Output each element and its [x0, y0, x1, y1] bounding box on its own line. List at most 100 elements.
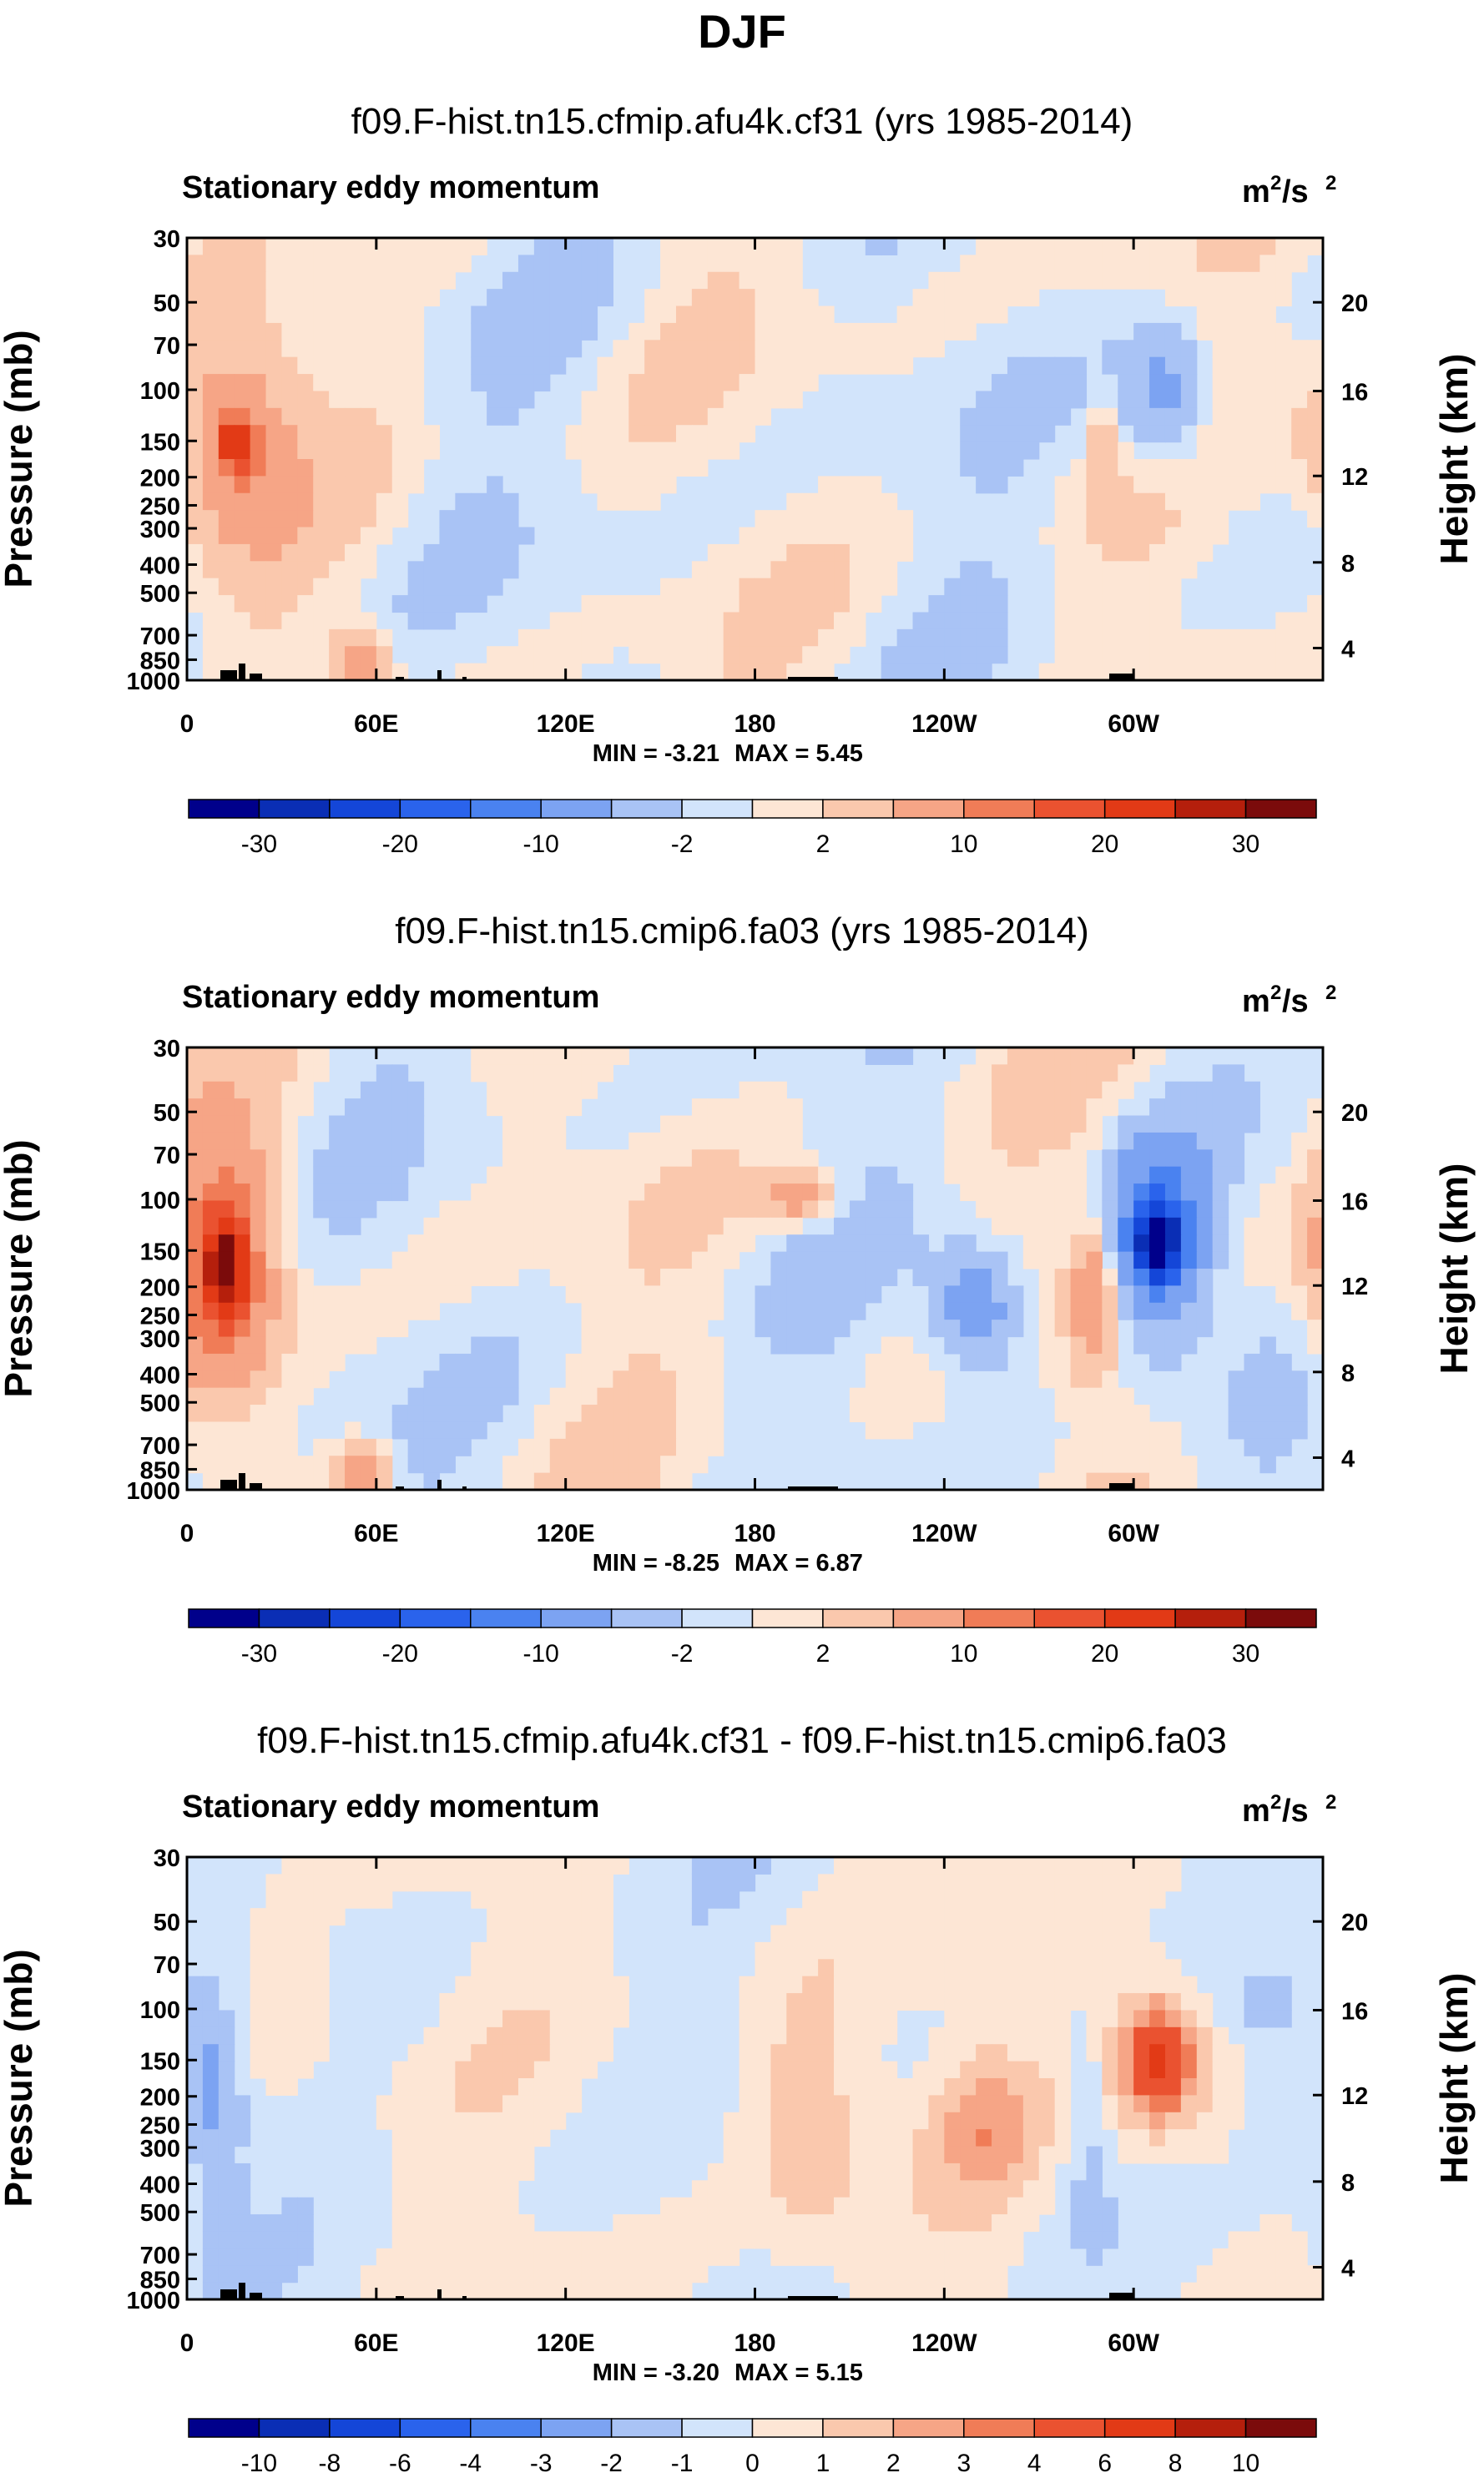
heatmap-cell: [234, 1166, 251, 1184]
heatmap-cell: [439, 1438, 456, 1456]
heatmap-cell: [565, 1200, 583, 1219]
heatmap-cell: [1102, 1183, 1118, 1202]
heatmap-cell: [992, 1064, 1008, 1083]
heatmap-cell: [265, 425, 283, 443]
heatmap-cell: [281, 442, 298, 460]
heatmap-cell: [250, 1234, 267, 1253]
heatmap-cell: [1228, 425, 1245, 443]
heatmap-cell: [1196, 2112, 1214, 2130]
heatmap-cell: [739, 1874, 756, 1892]
units-base: m: [1242, 174, 1270, 209]
heatmap-cell: [1070, 1251, 1088, 1269]
heatmap-cell: [912, 340, 930, 358]
heatmap-cell: [691, 1200, 709, 1219]
heatmap-cell: [865, 1941, 882, 1960]
heatmap-cell: [976, 1132, 992, 1150]
heatmap-cell: [345, 1336, 361, 1355]
heatmap-cell: [360, 1456, 377, 1474]
heatmap-cell: [187, 1456, 204, 1474]
heatmap-cell: [960, 407, 977, 426]
heatmap-cell: [691, 612, 709, 630]
heatmap-cell: [1212, 663, 1229, 680]
heatmap-cell: [786, 356, 803, 375]
heatmap-cell: [818, 1959, 835, 1977]
heatmap-cell: [297, 510, 314, 528]
heatmap-cell: [1164, 459, 1182, 477]
heatmap-cell: [1275, 1405, 1292, 1423]
heatmap-cell: [896, 510, 914, 528]
heatmap-cell: [581, 1925, 598, 1943]
heatmap-cell: [1070, 1336, 1088, 1355]
heatmap-cell: [723, 1132, 740, 1150]
heatmap-cell: [865, 1874, 882, 1892]
heatmap-cell: [755, 510, 772, 528]
heatmap-cell: [1164, 510, 1182, 528]
heatmap-cell: [802, 289, 819, 307]
heatmap-cell: [1070, 391, 1088, 409]
heatmap-cell: [376, 1438, 393, 1456]
heatmap-cell: [281, 1890, 298, 1909]
heatmap-cell: [644, 391, 661, 409]
heatmap-cell: [439, 2010, 456, 2028]
y-tick-label: 850: [140, 1457, 180, 1484]
heatmap-cell: [944, 1098, 961, 1117]
heatmap-cell: [849, 2146, 866, 2164]
heatmap-cell: [1118, 2095, 1134, 2113]
heatmap-cell: [202, 391, 220, 409]
heatmap-cell: [218, 271, 235, 290]
heatmap-cell: [739, 527, 756, 545]
heatmap-cell: [1196, 1993, 1214, 2011]
heatmap-cell: [597, 1353, 613, 1371]
heatmap-cell: [786, 1959, 803, 1977]
heatmap-cell: [644, 1166, 661, 1184]
heatmap-cell: [628, 1251, 645, 1269]
heatmap-cell: [1196, 238, 1214, 255]
heatmap-cell: [1180, 1183, 1198, 1202]
heatmap-cell: [265, 1251, 283, 1269]
heatmap-cell: [770, 1941, 787, 1960]
heatmap-cell: [976, 305, 992, 324]
heatmap-cell: [896, 1890, 914, 1909]
heatmap-cell: [455, 2112, 472, 2130]
heatmap-cell: [360, 374, 377, 392]
heatmap-cell: [250, 238, 267, 255]
heatmap-cell: [407, 1874, 425, 1892]
heatmap-cell: [834, 1993, 851, 2011]
heatmap-cell: [786, 663, 803, 680]
heatmap-cell: [660, 1472, 677, 1490]
heatmap-cell: [313, 527, 330, 545]
heatmap-cell: [581, 1472, 598, 1490]
heatmap-cell: [1228, 374, 1245, 392]
heatmap-cell: [1259, 1421, 1276, 1440]
heatmap-cell: [581, 1336, 598, 1355]
heatmap-cell: [597, 1925, 613, 1943]
heatmap-cell: [202, 543, 220, 562]
heatmap-cell: [865, 476, 882, 494]
right-axis-label: Height (km): [1432, 354, 1476, 565]
heatmap-cell: [1070, 2197, 1088, 2215]
heatmap-cell: [675, 1251, 693, 1269]
heatmap-cell: [1070, 1064, 1088, 1083]
heatmap-cell: [376, 2265, 393, 2284]
heatmap-cell: [218, 255, 235, 273]
heatmap-cell: [1196, 1320, 1214, 1338]
heatmap-cell: [739, 1976, 756, 1994]
heatmap-cell: [944, 1336, 961, 1355]
heatmap-cell: [423, 2095, 441, 2113]
colorbar-swatch: [188, 2418, 260, 2438]
colorbar-swatch: [963, 799, 1035, 819]
heatmap-cell: [439, 2129, 456, 2147]
heatmap-cell: [1180, 2112, 1198, 2130]
heatmap-cell: [391, 2282, 409, 2299]
heatmap-cell: [597, 1166, 613, 1184]
heatmap-cell: [849, 543, 866, 562]
heatmap-cell: [1086, 2010, 1103, 2028]
heatmap-cell: [660, 578, 677, 596]
heatmap-cell: [1228, 1098, 1245, 1117]
heatmap-cell: [755, 2061, 772, 2079]
heatmap-cell: [865, 1421, 882, 1440]
heatmap-cell: [187, 1421, 204, 1440]
heatmap-cell: [675, 459, 693, 477]
heatmap-cell: [944, 305, 961, 324]
heatmap-cell: [407, 305, 425, 324]
